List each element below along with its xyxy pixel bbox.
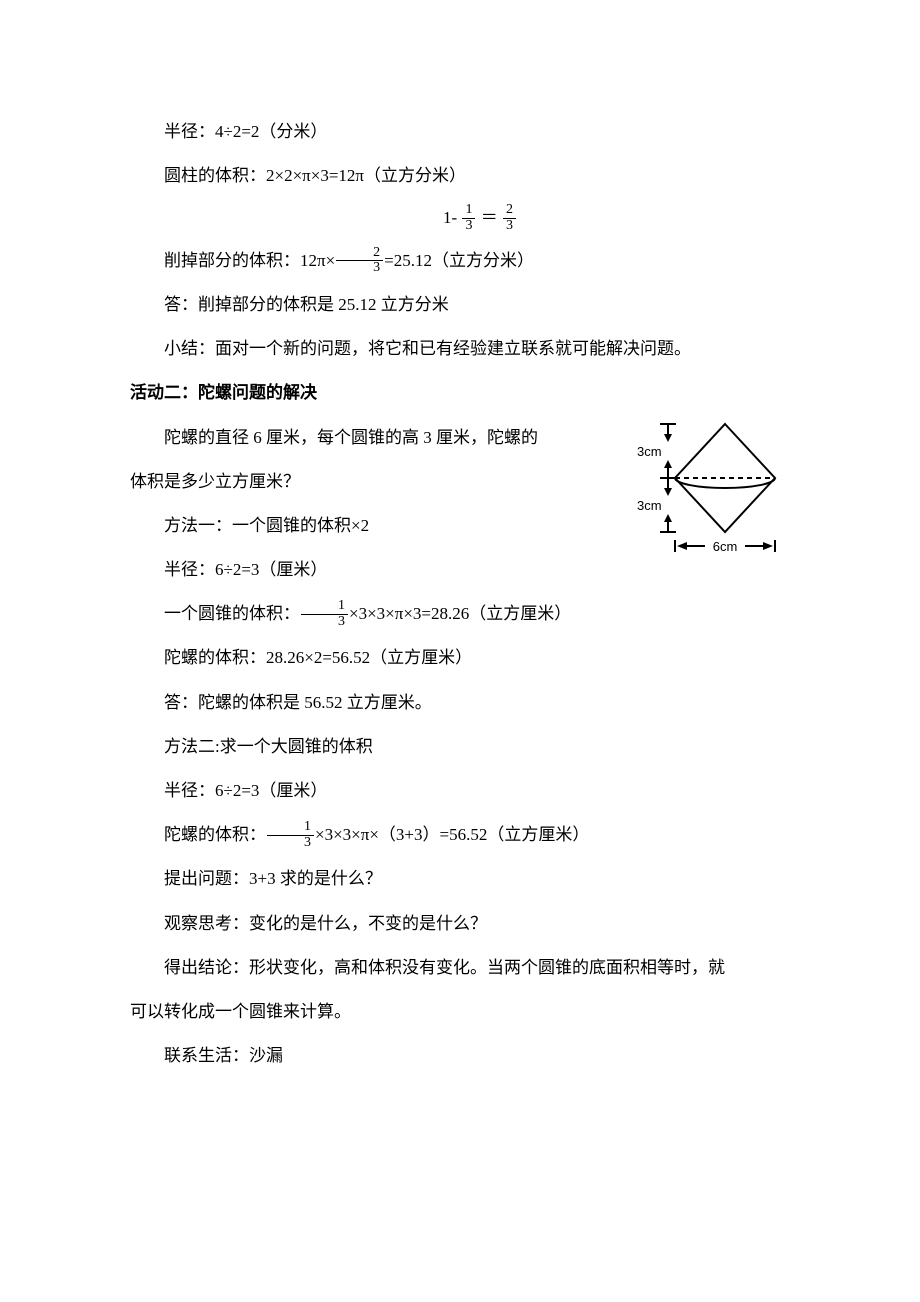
numerator: 1 [301,599,348,615]
text-line: 陀螺的体积：28.26×2=56.52（立方厘米） [130,636,790,680]
text-line: 得出结论：形状变化，高和体积没有变化。当两个圆锥的底面积相等时，就 [130,946,790,990]
problem-block: 3cm3cm6cm 陀螺的直径 6 厘米，每个圆锥的高 3 厘米，陀螺的 体积是… [130,416,790,504]
text-part: ×3×3×π×3=28.26（立方厘米） [349,604,571,623]
numerator: 2 [336,246,383,262]
numerator: 1 [267,820,314,836]
denominator: 3 [462,219,475,234]
text-line: 答：削掉部分的体积是 25.12 立方分米 [130,283,790,327]
text-line: 半径：6÷2=3（厘米） [130,769,790,813]
eq-part: 1- [443,208,461,227]
denominator: 3 [301,615,348,630]
text-line: 一个圆锥的体积： 1 3 ×3×3×π×3=28.26（立方厘米） [130,592,790,636]
text-line: 提出问题：3+3 求的是什么？ [130,857,790,901]
fraction: 1 3 [462,203,475,233]
text-line: 方法二:求一个大圆锥的体积 [130,725,790,769]
eq-part: ＝ [481,208,502,227]
text-line: 联系生活：沙漏 [130,1034,790,1078]
svg-text:3cm: 3cm [637,444,662,459]
numerator: 1 [462,203,475,219]
denominator: 3 [503,219,516,234]
page: 半径：4÷2=2（分米） 圆柱的体积：2×2×π×3=12π（立方分米） 1- … [0,0,920,1302]
diagram: 3cm 3cm 6cm [635,418,790,563]
fraction: 1 3 [301,599,348,629]
svg-text:6cm: 6cm [713,539,738,554]
spinning-top-diagram: 3cm 3cm 6cm [635,418,790,558]
denominator: 3 [336,261,383,276]
fraction: 1 3 [267,820,314,850]
text-line: 观察思考：变化的是什么，不变的是什么？ [130,902,790,946]
text-line: 答：陀螺的体积是 56.52 立方厘米。 [130,681,790,725]
text-line: 陀螺的体积： 1 3 ×3×3×π×（3+3）=56.52（立方厘米） [130,813,790,857]
text-part: 削掉部分的体积：12π× [164,251,335,270]
text-line: 半径：4÷2=2（分米） [130,110,790,154]
svg-text:3cm: 3cm [637,498,662,513]
text-line: 削掉部分的体积：12π× 2 3 =25.12（立方分米） [130,239,790,283]
text-part: 一个圆锥的体积： [164,604,300,623]
fraction: 2 3 [336,246,383,276]
numerator: 2 [503,203,516,219]
denominator: 3 [267,836,314,851]
section-heading: 活动二：陀螺问题的解决 [130,371,790,415]
fraction: 2 3 [503,203,516,233]
equation-line: 1- 1 3 ＝ 2 3 [130,204,790,234]
text-part: =25.12（立方分米） [384,251,534,270]
text-line: 圆柱的体积：2×2×π×3=12π（立方分米） [130,154,790,198]
text-line: 小结：面对一个新的问题，将它和已有经验建立联系就可能解决问题。 [130,327,790,371]
text-part: ×3×3×π×（3+3）=56.52（立方厘米） [315,825,589,844]
text-line: 可以转化成一个圆锥来计算。 [130,990,790,1034]
text-part: 陀螺的体积： [164,825,266,844]
